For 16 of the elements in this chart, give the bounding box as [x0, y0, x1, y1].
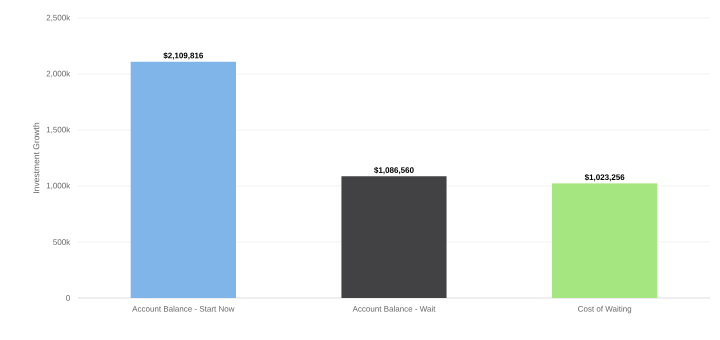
bar: [552, 183, 658, 298]
bar: [341, 176, 447, 298]
y-tick-label: 2,000k: [46, 70, 70, 78]
y-tick-label: 500k: [53, 239, 70, 245]
bar: [130, 62, 236, 298]
data-label: $1,086,560: [374, 166, 414, 174]
data-label: $2,109,816: [163, 52, 204, 60]
y-tick-label: 2,500k: [46, 14, 70, 22]
y-tick-label: 0: [66, 295, 70, 301]
y-tick-label: 1,000k: [46, 182, 70, 190]
y-tick-label: 1,500k: [46, 126, 70, 134]
x-tick-label: Account Balance - Wait: [352, 306, 436, 312]
y-axis-title: Investment Growth: [33, 122, 40, 193]
x-tick-label: Cost of Waiting: [578, 306, 632, 314]
data-label: $1,023,256: [584, 174, 624, 182]
x-tick-label: Account Balance - Start Now: [132, 306, 234, 312]
